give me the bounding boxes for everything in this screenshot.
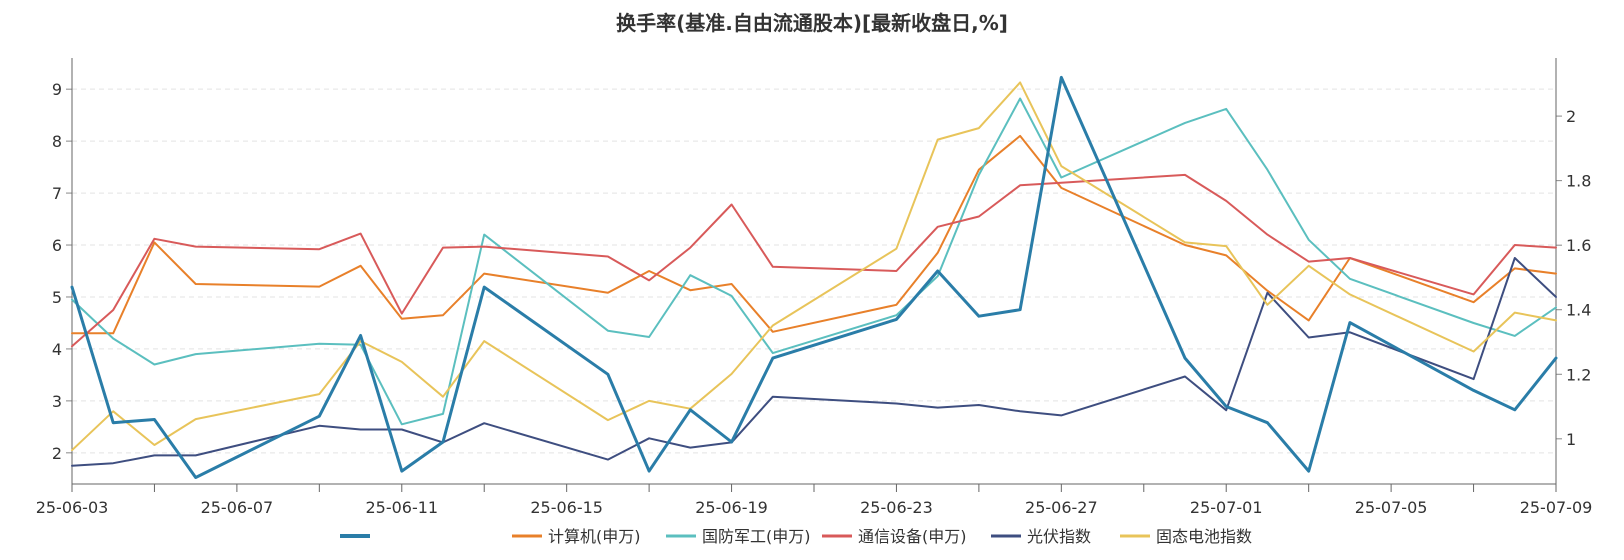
x-tick-label: 25-06-11 [365, 498, 438, 517]
series-lines [70, 75, 1558, 479]
x-tick-label: 25-07-09 [1520, 498, 1593, 517]
y-left-tick-label: 7 [52, 184, 62, 203]
y-left-tick-label: 5 [52, 288, 62, 307]
x-tick-label: 25-06-15 [530, 498, 603, 517]
legend-label-2: 国防军工(申万) [702, 527, 811, 546]
y-left-tick-label: 2 [52, 444, 62, 463]
y-right-tick-label: 1.4 [1566, 301, 1591, 320]
chart-title: 换手率(基准.自由流通股本)[最新收盘日,%] [616, 11, 1008, 35]
y-left-tick-label: 4 [52, 340, 62, 359]
series-line-2 [71, 97, 1557, 426]
series-line-1 [71, 134, 1557, 335]
legend-label-1: 计算机(申万) [548, 527, 641, 546]
x-tick-label: 25-06-23 [860, 498, 933, 517]
legend-label-4: 光伏指数 [1027, 527, 1091, 546]
x-tick-label: 25-07-01 [1190, 498, 1263, 517]
x-tick-label: 25-06-27 [1025, 498, 1098, 517]
y-left-tick-label: 3 [52, 392, 62, 411]
x-tick-label: 25-06-07 [201, 498, 274, 517]
y-right-tick-label: 2 [1566, 107, 1576, 126]
y-right-tick-label: 1.6 [1566, 236, 1591, 255]
legend-label-5: 固态电池指数 [1156, 527, 1252, 546]
y-right-tick-label: 1.2 [1566, 365, 1591, 384]
legend-label-3: 通信设备(申万) [858, 527, 967, 546]
legend: 计算机(申万) 国防军工(申万) 通信设备(申万) 光伏指数 固态电池指数 [340, 527, 1252, 546]
series-line-4 [71, 257, 1557, 467]
y-left-tick-label: 6 [52, 236, 62, 255]
axes: 2 3 4 5 6 7 8 9 1 1.2 1.4 1.6 1.8 2 25-06-03 25-06-07 25… [36, 58, 1593, 517]
y-left-tick-label: 8 [52, 132, 62, 151]
y-right-tick-label: 1.8 [1566, 172, 1591, 191]
series-line-3 [71, 173, 1557, 348]
y-right-tick-label: 1 [1566, 430, 1576, 449]
series-line-5 [71, 81, 1557, 452]
y-left-tick-label: 9 [52, 80, 62, 99]
x-tick-label: 25-07-05 [1355, 498, 1428, 517]
series-line-0 [70, 75, 1558, 479]
x-tick-label: 25-06-19 [695, 498, 768, 517]
grid-lines [72, 88, 1556, 454]
x-tick-label: 25-06-03 [36, 498, 109, 517]
